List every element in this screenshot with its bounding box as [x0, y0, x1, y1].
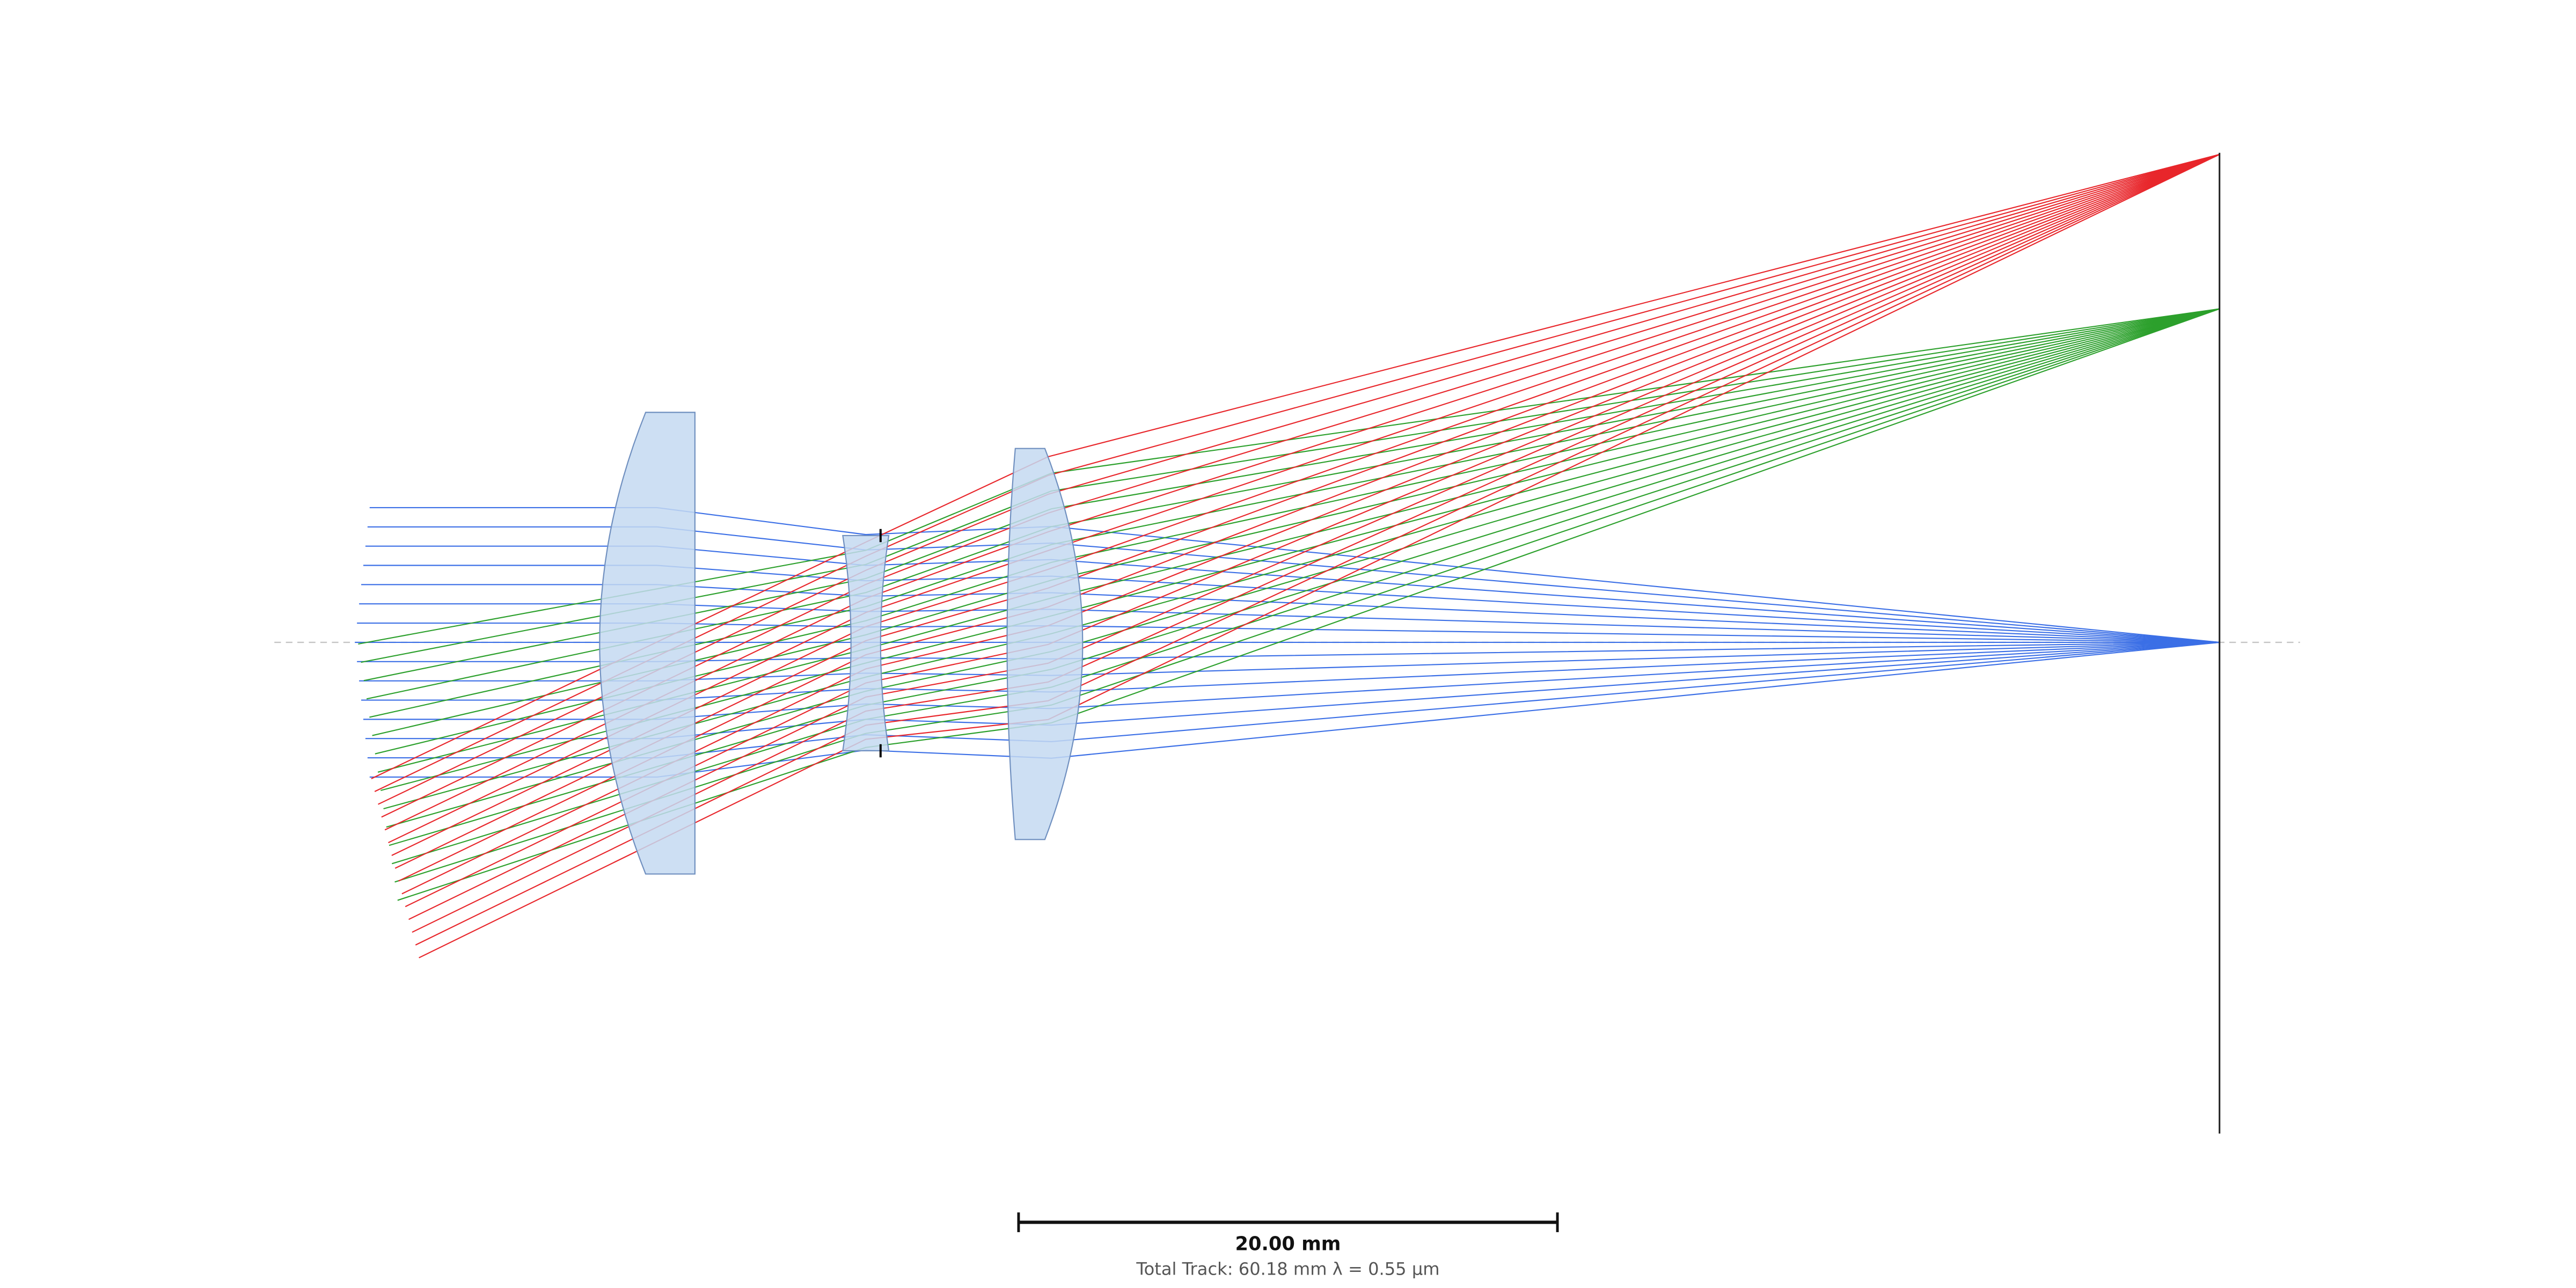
lens: [842, 535, 890, 752]
lens: [599, 412, 696, 875]
scale-bar-label: 20.00 mm: [1235, 1233, 1341, 1255]
lens: [1006, 448, 1084, 840]
ray: [369, 507, 2220, 643]
caption: Total Track: 60.18 mm λ = 0.55 μm: [1136, 1259, 1439, 1279]
